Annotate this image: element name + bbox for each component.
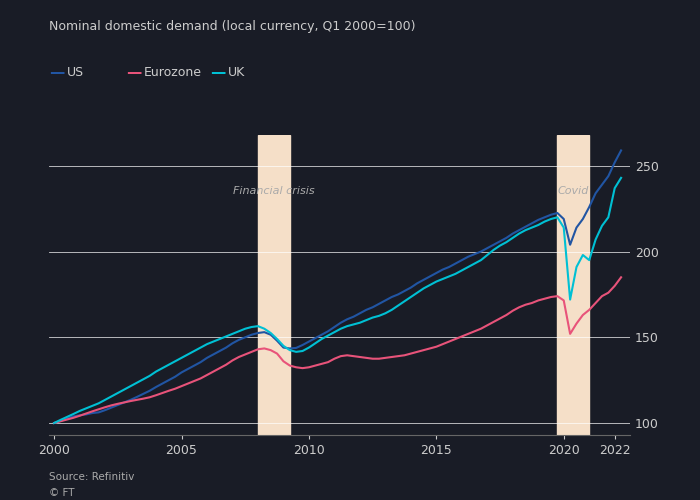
Text: Nominal domestic demand (local currency, Q1 2000=100): Nominal domestic demand (local currency,… bbox=[49, 20, 416, 33]
Bar bbox=[557, 135, 589, 435]
Text: —: — bbox=[210, 65, 225, 80]
Text: © FT: © FT bbox=[49, 488, 74, 498]
Bar bbox=[258, 135, 290, 435]
Text: US: US bbox=[66, 66, 83, 79]
Text: Financial crisis: Financial crisis bbox=[233, 186, 315, 196]
Text: UK: UK bbox=[228, 66, 245, 79]
Text: Source: Refinitiv: Source: Refinitiv bbox=[49, 472, 134, 482]
Text: —: — bbox=[49, 65, 64, 80]
Text: —: — bbox=[126, 65, 141, 80]
Text: Covid: Covid bbox=[558, 186, 589, 196]
Text: Eurozone: Eurozone bbox=[144, 66, 202, 79]
